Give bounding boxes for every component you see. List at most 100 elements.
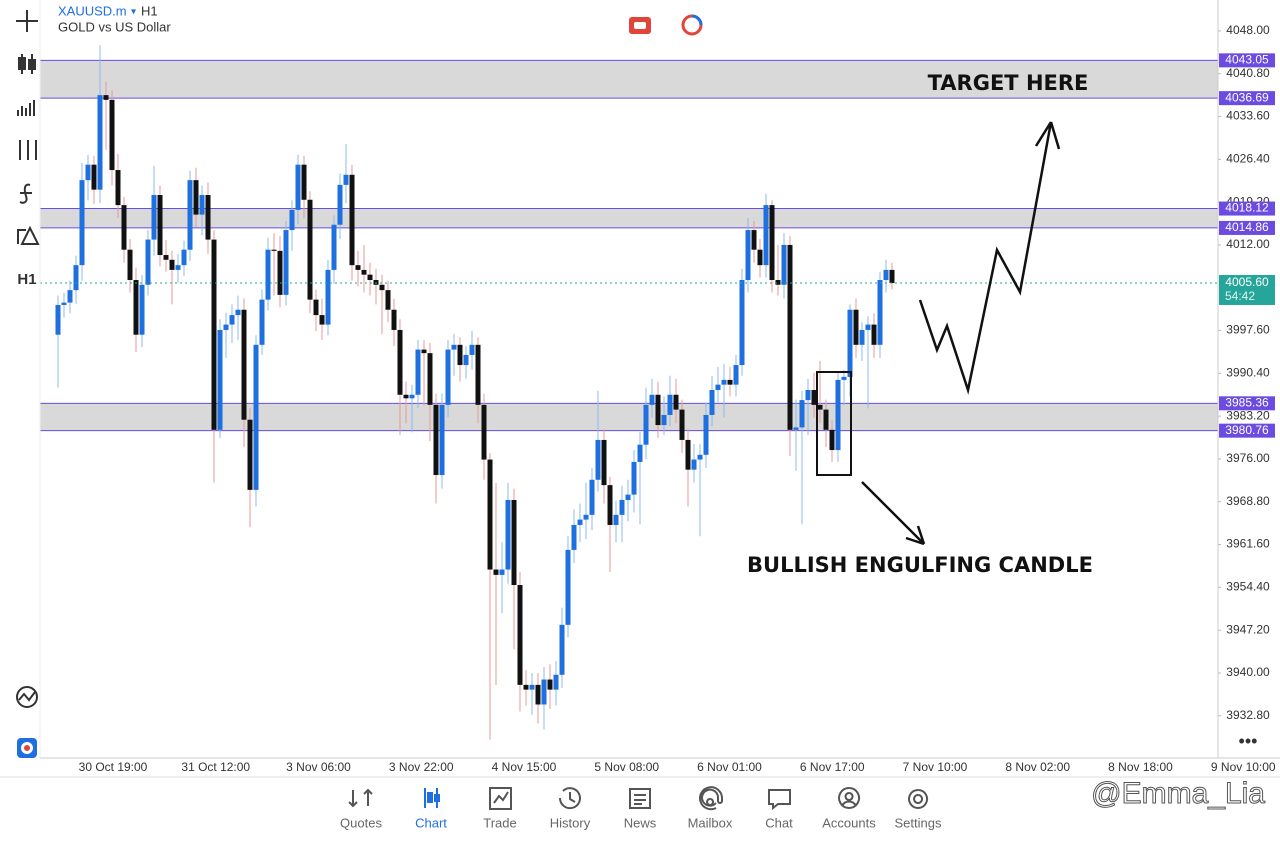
nav-label[interactable]: Chat bbox=[765, 815, 793, 830]
symbol-dropdown[interactable]: ▾ bbox=[131, 7, 136, 18]
candle-body bbox=[853, 309, 859, 345]
candle-body bbox=[61, 302, 67, 305]
level-label: 4014.86 bbox=[1225, 220, 1269, 234]
candle-body bbox=[643, 404, 649, 445]
candle-body bbox=[91, 164, 97, 190]
level-label-bg bbox=[1219, 396, 1275, 411]
candle-body bbox=[523, 684, 529, 690]
more-button[interactable]: ••• bbox=[1239, 731, 1258, 751]
candle-body bbox=[691, 459, 697, 470]
nav-label[interactable]: Quotes bbox=[340, 815, 382, 830]
candle-body bbox=[829, 429, 835, 451]
analytics-tool bbox=[18, 691, 36, 702]
y-tick-label: 3940.00 bbox=[1226, 665, 1270, 679]
candle-body bbox=[757, 249, 763, 266]
nav-icon[interactable] bbox=[908, 789, 929, 809]
candle-body bbox=[241, 309, 247, 420]
annotation: BULLISH ENGULFING CANDLE bbox=[747, 553, 1093, 577]
candle-body bbox=[589, 479, 595, 515]
y-tick-label: 3968.80 bbox=[1226, 494, 1270, 508]
candle-body bbox=[379, 284, 385, 291]
nav-icon[interactable] bbox=[558, 787, 581, 810]
nav-icon[interactable] bbox=[489, 787, 512, 810]
candle-body bbox=[265, 249, 271, 300]
candle-body bbox=[745, 230, 751, 281]
x-tick-label: 6 Nov 01:00 bbox=[697, 760, 762, 774]
candle-body bbox=[469, 344, 475, 355]
candle-body bbox=[157, 194, 163, 256]
nav-label[interactable]: Accounts bbox=[822, 815, 876, 830]
chart-type-tool bbox=[28, 59, 36, 70]
candle-body bbox=[229, 315, 235, 325]
candle-body bbox=[391, 309, 397, 330]
nav-icon[interactable] bbox=[838, 787, 861, 809]
candle-body bbox=[511, 499, 517, 585]
crosshair-tool[interactable] bbox=[16, 10, 38, 32]
x-tick-label: 8 Nov 02:00 bbox=[1005, 760, 1070, 774]
candle-body bbox=[109, 99, 115, 171]
candle-body bbox=[577, 519, 583, 525]
candle-body bbox=[151, 194, 157, 240]
candle-body bbox=[79, 180, 85, 266]
candle-body bbox=[625, 494, 631, 500]
settings-tool[interactable] bbox=[19, 140, 37, 160]
nav-label[interactable]: Chart bbox=[415, 815, 447, 830]
candle-body bbox=[409, 394, 415, 399]
candle-body bbox=[67, 290, 73, 303]
candle-body bbox=[349, 174, 355, 266]
nav-icon[interactable] bbox=[699, 786, 723, 811]
candle-body bbox=[163, 255, 169, 260]
candle-body bbox=[337, 184, 343, 225]
candle-body bbox=[277, 250, 283, 295]
arrow bbox=[861, 481, 926, 546]
nav-label[interactable]: History bbox=[550, 815, 591, 830]
level-label: 3985.36 bbox=[1225, 395, 1269, 409]
candle-body bbox=[259, 299, 265, 345]
candle-body bbox=[283, 230, 289, 295]
candle-body bbox=[289, 209, 295, 231]
candle-body bbox=[703, 414, 709, 455]
nav-label[interactable]: Mailbox bbox=[688, 815, 733, 830]
symbol[interactable]: XAUUSD.m bbox=[58, 3, 127, 18]
candle-body bbox=[751, 230, 757, 250]
candle-body bbox=[205, 194, 211, 240]
zone bbox=[40, 60, 1218, 99]
function-tool[interactable] bbox=[19, 183, 32, 204]
candle-body bbox=[601, 439, 607, 486]
candle-body bbox=[199, 194, 205, 215]
x-tick-label: 3 Nov 22:00 bbox=[389, 760, 454, 774]
analytics-tool[interactable] bbox=[16, 686, 38, 708]
y-tick-label: 3954.40 bbox=[1226, 580, 1270, 594]
indicators-tool[interactable] bbox=[17, 100, 35, 116]
candle-body bbox=[193, 180, 199, 215]
nav-icon[interactable] bbox=[768, 789, 791, 811]
candle-body bbox=[799, 400, 805, 428]
x-tick-label: 7 Nov 10:00 bbox=[903, 760, 968, 774]
nav-icon[interactable] bbox=[348, 788, 373, 808]
candle-body bbox=[535, 684, 541, 705]
candle-body bbox=[739, 280, 745, 366]
candle-body bbox=[715, 384, 721, 390]
candle-body bbox=[169, 259, 175, 270]
nav-label[interactable]: Trade bbox=[483, 815, 516, 830]
candle-body bbox=[769, 205, 775, 281]
candle-body bbox=[463, 354, 469, 366]
nav-icon[interactable] bbox=[629, 788, 651, 809]
timeframe-tool[interactable]: H1 bbox=[17, 271, 36, 288]
candle-body bbox=[211, 239, 217, 430]
candle-body bbox=[763, 205, 769, 266]
nav-label[interactable]: News bbox=[624, 815, 657, 830]
candle-body bbox=[175, 265, 181, 270]
level-label: 3980.76 bbox=[1225, 423, 1269, 437]
objects-tool[interactable] bbox=[17, 225, 40, 245]
signal-icon bbox=[691, 14, 703, 26]
candle-body bbox=[133, 280, 139, 335]
x-tick-label: 3 Nov 06:00 bbox=[286, 760, 351, 774]
candle-body bbox=[355, 265, 361, 270]
nav-label[interactable]: Settings bbox=[895, 815, 942, 830]
candle-body bbox=[415, 349, 421, 395]
annotation: TARGET HERE bbox=[928, 71, 1089, 95]
y-tick-label: 4026.40 bbox=[1226, 152, 1270, 166]
candle-body bbox=[637, 444, 643, 462]
